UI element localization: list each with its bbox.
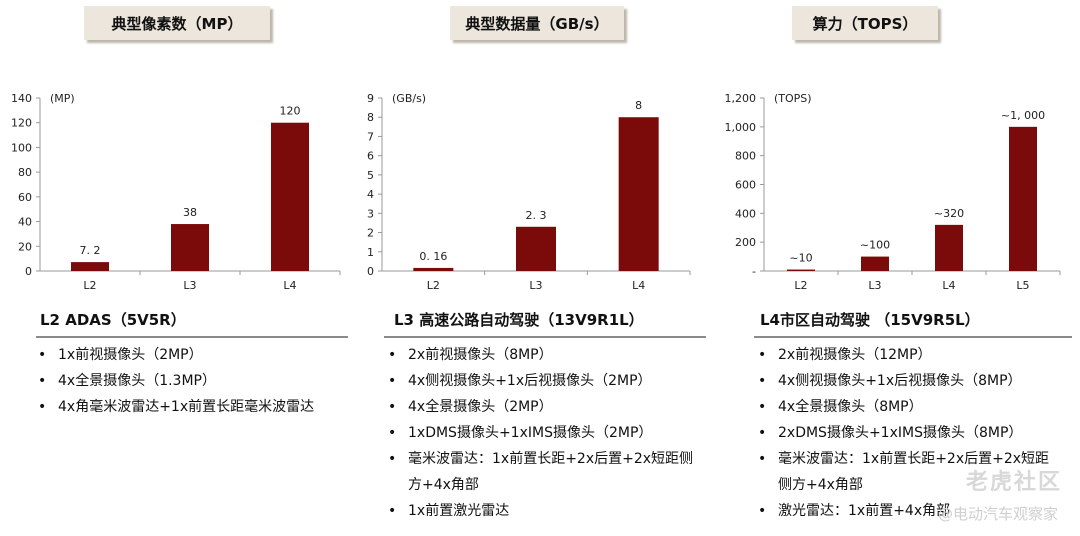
list-item: 2x前视摄像头（12MP） <box>756 342 1062 368</box>
data-label: ~1, 000 <box>1001 109 1045 122</box>
unit-label: (MP) <box>50 92 75 105</box>
y-tick-label: 200 <box>735 236 756 249</box>
x-tick-label: L5 <box>1016 279 1029 292</box>
pixels-chart: 0 20 40 60 80 100 120 140 (MP) 7. 2 L2 38 L3 120 L4 <box>11 92 341 292</box>
list-item: 毫米波雷达：1x前置长距+2x后置+2x短距侧方+4x角部 <box>756 446 1062 498</box>
chart-title: 典型数据量（GB/s） <box>450 6 624 40</box>
unit-label: (TOPS) <box>774 92 812 105</box>
data-label: 2. 3 <box>526 209 547 222</box>
y-tick-label: 600 <box>735 179 756 192</box>
y-tick-label: 120 <box>11 117 32 130</box>
bar <box>1009 126 1037 271</box>
y-tick-label: 800 <box>735 150 756 163</box>
bar <box>861 256 889 271</box>
x-tick-label: L4 <box>632 279 645 292</box>
y-tick-label: 5 <box>367 169 374 182</box>
data-label: ~10 <box>789 252 812 265</box>
data-label: 38 <box>183 206 197 219</box>
y-tick-label: 3 <box>367 207 374 220</box>
section-title: L3 高速公路自动驾驶（13V9R1L） <box>394 311 644 329</box>
chart-title: 典型像素数（MP） <box>84 6 270 40</box>
y-tick-label: 60 <box>18 191 32 204</box>
column-compute: 算力（TOPS） - 200 400 600 800 1,000 1,200 (TOPS) ~1… <box>720 0 1080 536</box>
y-tick-label: 1,000 <box>725 121 757 134</box>
section-list: 2x前视摄像头（8MP）4x侧视摄像头+1x后视摄像头（2MP）4x全景摄像头（… <box>386 342 702 524</box>
section-divider <box>754 336 1072 338</box>
y-tick-label: 6 <box>367 150 374 163</box>
section-list: 1x前视摄像头（2MP）4x全景摄像头（1.3MP）4x角毫米波雷达+1x前置长… <box>36 342 346 420</box>
x-tick-label: L4 <box>942 279 955 292</box>
list-item: 1x前置激光雷达 <box>386 498 702 524</box>
y-tick-label: 140 <box>11 92 32 105</box>
data-label: ~100 <box>860 239 890 252</box>
x-tick-label: L2 <box>427 279 440 292</box>
y-tick-label: 2 <box>367 227 374 240</box>
y-tick-label: 0 <box>367 265 374 278</box>
bar <box>787 269 815 271</box>
x-tick-label: L4 <box>283 279 296 292</box>
y-tick-label: 9 <box>367 92 374 105</box>
list-item: 激光雷达：1x前置+4x角部 <box>756 498 1062 524</box>
list-item: 4x侧视摄像头+1x后视摄像头（2MP） <box>386 368 702 394</box>
list-item: 4x角毫米波雷达+1x前置长距毫米波雷达 <box>36 394 346 420</box>
list-item: 4x全景摄像头（8MP） <box>756 394 1062 420</box>
y-tick-label: 4 <box>367 188 374 201</box>
y-tick-label: - <box>752 265 756 278</box>
x-tick-label: L2 <box>794 279 807 292</box>
data-volume-chart: 0 1 2 3 4 5 6 7 8 9 (GB/s) 0. 16 L2 2. 3 L3 8 L4 <box>367 92 691 292</box>
data-label: 8 <box>635 99 642 112</box>
unit-label: (GB/s) <box>392 92 426 105</box>
list-item: 4x侧视摄像头+1x后视摄像头（8MP） <box>756 368 1062 394</box>
column-pixels: 典型像素数（MP） 0 20 40 60 80 100 120 140 (MP) 7. 2 L2 38… <box>0 0 360 536</box>
list-item: 1x前视摄像头（2MP） <box>36 342 346 368</box>
list-item: 毫米波雷达：1x前置长距+2x后置+2x短距侧方+4x角部 <box>386 446 702 498</box>
compute-chart: - 200 400 600 800 1,000 1,200 (TOPS) ~10 L2 ~100 L3… <box>725 92 1061 292</box>
x-tick-label: L2 <box>83 279 96 292</box>
x-tick-label: L3 <box>868 279 881 292</box>
chart-title: 算力（TOPS） <box>792 6 938 40</box>
section-divider <box>36 336 348 338</box>
y-tick-label: 0 <box>25 265 32 278</box>
x-tick-label: L3 <box>529 279 542 292</box>
data-label: 120 <box>280 105 301 118</box>
y-tick-label: 80 <box>18 166 32 179</box>
bar <box>171 224 209 271</box>
section-divider <box>384 336 706 338</box>
data-label: 7. 2 <box>80 244 101 257</box>
y-tick-label: 100 <box>11 141 32 154</box>
y-tick-label: 40 <box>18 216 32 229</box>
y-tick-label: 1,200 <box>725 92 757 105</box>
section-title: L2 ADAS（5V5R） <box>40 311 186 329</box>
list-item: 2x前视摄像头（8MP） <box>386 342 702 368</box>
bar <box>516 226 556 271</box>
watermark-brand: 老虎社区 <box>965 470 1062 495</box>
bar <box>71 262 109 271</box>
list-item: 4x全景摄像头（1.3MP） <box>36 368 346 394</box>
y-tick-label: 400 <box>735 207 756 220</box>
section-list: 2x前视摄像头（12MP）4x侧视摄像头+1x后视摄像头（8MP）4x全景摄像头… <box>756 342 1062 524</box>
bar <box>935 224 963 271</box>
column-data-volume: 典型数据量（GB/s） 0 1 2 3 4 5 6 7 8 9 (GB/s) 0. 16 L2 2. 3 L… <box>360 0 720 536</box>
y-tick-label: 1 <box>367 246 374 259</box>
data-label: 0. 16 <box>419 250 447 263</box>
section-title: L4市区自动驾驶 （15V9R5L） <box>760 311 980 329</box>
list-item: 2xDMS摄像头+1xIMS摄像头（8MP） <box>756 420 1062 446</box>
y-tick-label: 7 <box>367 130 374 143</box>
watermark-account: @电动汽车观察家 <box>937 505 1058 523</box>
y-tick-label: 8 <box>367 111 374 124</box>
bar <box>271 122 309 271</box>
x-tick-label: L3 <box>183 279 196 292</box>
bar <box>413 267 454 271</box>
list-item: 1xDMS摄像头+1xIMS摄像头（2MP） <box>386 420 702 446</box>
y-tick-label: 20 <box>18 240 32 253</box>
list-item: 4x全景摄像头（2MP） <box>386 394 702 420</box>
data-label: ~320 <box>934 207 964 220</box>
bar <box>618 117 659 271</box>
